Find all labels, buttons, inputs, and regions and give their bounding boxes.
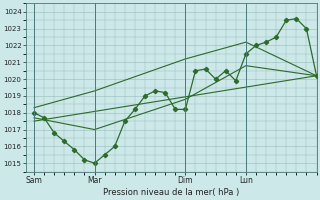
X-axis label: Pression niveau de la mer( hPa ): Pression niveau de la mer( hPa ) — [103, 188, 239, 197]
